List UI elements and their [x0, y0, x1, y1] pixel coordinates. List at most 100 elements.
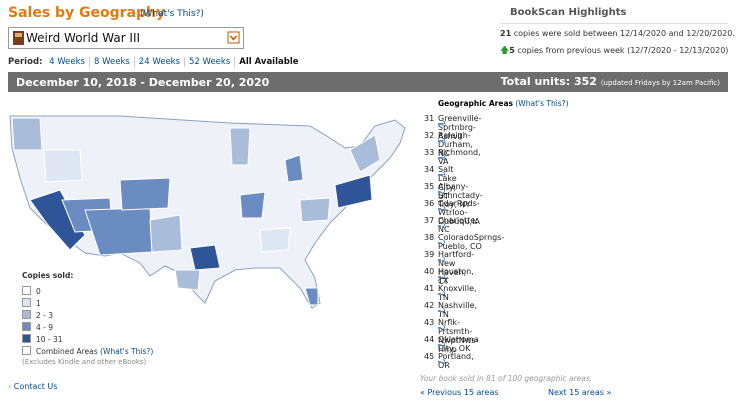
total-value: 352 [574, 75, 597, 88]
area-name: Houston, TX [438, 267, 474, 285]
area-rank: 39 [424, 250, 435, 259]
region [11, 117, 43, 151]
update-note: (updated Fridays by 12am Pacific) [600, 79, 720, 87]
combined-label: Combined Areas [36, 347, 98, 356]
unit-count: 2 [442, 325, 446, 332]
swatch [22, 286, 31, 295]
prev-link[interactable]: « Previous 15 areas [420, 388, 499, 397]
unit-count: 2 [442, 257, 446, 264]
legend-item: 10 - 31 [22, 334, 63, 344]
area-row: 34 Salt Lake City, UT 3 [424, 165, 457, 201]
map-outline [9, 115, 406, 309]
legend-label: 0 [36, 287, 41, 296]
legend-title: Copies sold: [22, 271, 74, 280]
region [174, 269, 201, 291]
area-name: Nashville, TN [438, 301, 477, 319]
next-link[interactable]: Next 15 areas » [548, 388, 612, 397]
unit-bar [438, 123, 443, 125]
region [349, 134, 381, 173]
unit-count: 2 [442, 223, 446, 230]
area-rank: 36 [424, 199, 435, 208]
unit-count: 2 [442, 240, 446, 247]
unit-bar [438, 191, 442, 193]
area-rank: 42 [424, 301, 435, 310]
period-selector: Period: 4 Weeks 8 Weeks 24 Weeks 52 Weeks Al… [8, 57, 303, 67]
legend-label: 1 [36, 299, 41, 308]
area-name: Richmond, VA [438, 148, 481, 166]
highlights: BookScan Highlights 21 copies were sold … [500, 7, 735, 59]
region [284, 154, 304, 183]
area-rank: 41 [424, 284, 435, 293]
period-option[interactable]: 24 Weeks [134, 57, 186, 67]
unit-bar [438, 293, 442, 295]
dropdown-arrow [229, 35, 238, 41]
swatch [22, 334, 31, 343]
area-row: 35 Albany-Schnctady-Troy, NY 2 [424, 182, 483, 209]
book-icon [13, 31, 24, 45]
area-row: 45 Portland, OR 2 [424, 352, 474, 370]
period-option[interactable]: 8 Weeks [89, 57, 135, 67]
area-row: 39 Hartford-New Haven, CT 2 [424, 250, 474, 286]
area-rank: 44 [424, 335, 435, 344]
swatch [22, 346, 31, 355]
total-units: Total units: 352 (updated Fridays by 12a… [501, 75, 720, 88]
unit-count: 2 [442, 206, 446, 213]
unit-bar [438, 259, 442, 261]
area-rank: 40 [424, 267, 435, 276]
dropdown-arrow-box [227, 31, 240, 44]
period-option[interactable]: 4 Weeks [45, 57, 90, 67]
area-name: Portland, OR [438, 352, 474, 370]
area-rank: 34 [424, 165, 435, 174]
area-row: 40 Houston, TX 2 [424, 267, 474, 285]
areas-footer: Your book sold in 81 of 100 geographic a… [420, 374, 593, 383]
period-option[interactable]: 52 Weeks [185, 57, 236, 67]
region [334, 174, 373, 209]
week-units: 21 [500, 29, 512, 38]
region [239, 191, 266, 219]
area-row: 33 Richmond, VA 3 [424, 148, 481, 166]
areas-header: Geographic Areas (What's This?) [438, 99, 569, 108]
contact-text: Contact Us [13, 382, 58, 391]
area-rank: 31 [424, 114, 435, 123]
unit-bar [438, 310, 442, 312]
area-rank: 45 [424, 352, 435, 361]
legend-item: 4 - 9 [22, 322, 53, 332]
unit-bar [438, 276, 442, 278]
areas-help[interactable]: (What's This?) [515, 99, 569, 108]
contact-link[interactable]: › Contact Us [8, 382, 57, 391]
area-row: 43 Nrflk-Prtsmth-NwptNws-Hmp 2 [424, 318, 478, 354]
region [259, 227, 291, 253]
legend-label: 10 - 31 [36, 335, 63, 344]
area-rank: 32 [424, 131, 435, 140]
region [119, 177, 171, 211]
unit-bar [438, 225, 442, 227]
period-option[interactable]: All Available [239, 57, 299, 67]
unit-count: 3 [442, 172, 446, 179]
area-row: 42 Nashville, TN 2 [424, 301, 477, 319]
area-row: 32 Raleigh-Durham, NC 3 [424, 131, 473, 158]
bullet: › [8, 382, 14, 391]
unit-count: 2 [442, 189, 446, 196]
region [229, 127, 251, 166]
region [189, 244, 221, 271]
region [29, 189, 86, 251]
area-row: 38 ColoradoSprngs-Pueblo, CO 2 [424, 233, 504, 251]
help-link[interactable]: (What's This?) [140, 9, 204, 19]
combined-link[interactable]: (What's This?) [100, 347, 154, 356]
area-rank: 38 [424, 233, 435, 242]
book-dropdown[interactable] [8, 27, 244, 49]
swatch [22, 322, 31, 331]
book-icon-detail [15, 33, 22, 37]
unit-count: 2 [442, 274, 446, 281]
region [299, 197, 331, 223]
unit-bar [438, 140, 443, 142]
swatch [22, 310, 31, 319]
area-name: Salt Lake City, UT [438, 165, 457, 201]
area-rank: 33 [424, 148, 435, 157]
unit-bar [438, 361, 442, 363]
area-name: Hartford-New Haven, CT [438, 250, 475, 286]
swatch [22, 298, 31, 307]
unit-bar [438, 174, 443, 176]
area-rank: 35 [424, 182, 435, 191]
